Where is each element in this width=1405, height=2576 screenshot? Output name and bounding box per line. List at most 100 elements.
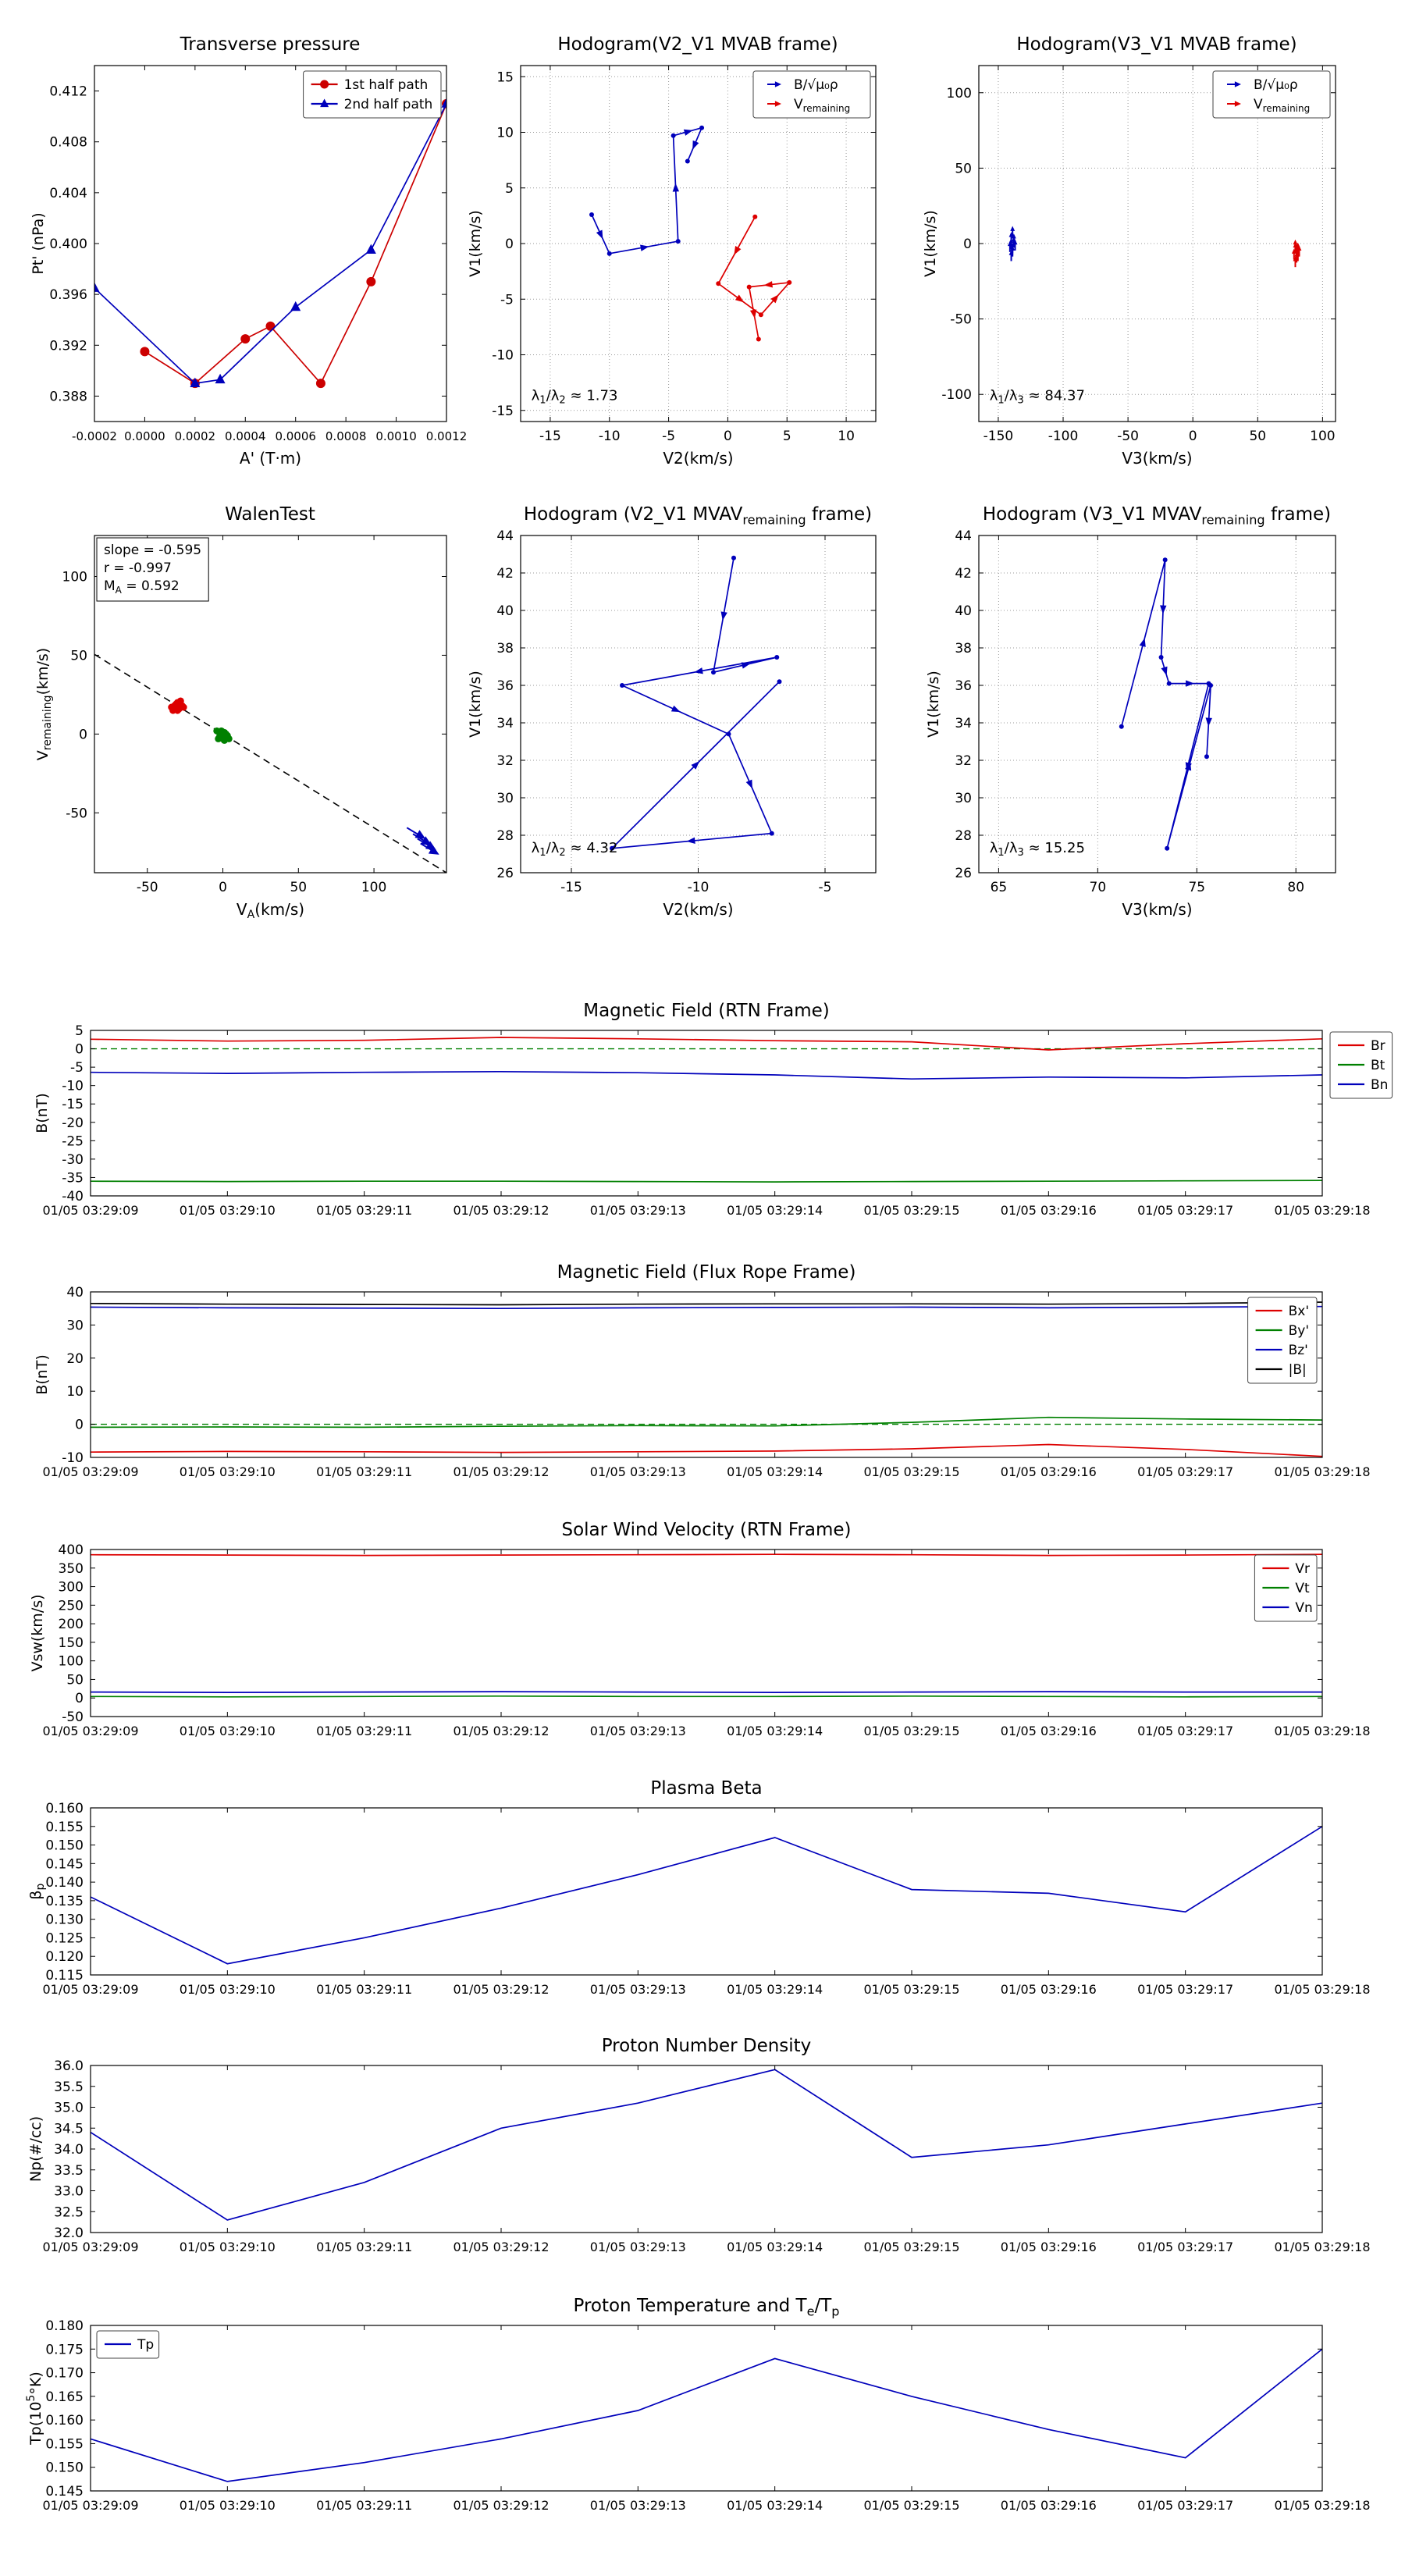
svg-text:50: 50 [66, 1672, 84, 1688]
svg-text:01/05 03:29:13: 01/05 03:29:13 [590, 1982, 686, 1997]
svg-text:01/05 03:29:09: 01/05 03:29:09 [42, 1464, 138, 1479]
svg-text:01/05 03:29:16: 01/05 03:29:16 [1001, 1203, 1097, 1218]
svg-text:VA (km/s): VA (km/s) [237, 900, 304, 921]
svg-text:V3(km/s): V3(km/s) [1122, 900, 1192, 919]
svg-text:01/05 03:29:11: 01/05 03:29:11 [316, 2498, 412, 2513]
svg-text:100: 100 [361, 880, 386, 895]
svg-text:Bz': Bz' [1289, 1343, 1308, 1358]
svg-text:36: 36 [496, 678, 514, 694]
svg-text:30: 30 [955, 791, 972, 806]
svg-text:Tp: Tp [137, 2337, 154, 2353]
svg-text:30: 30 [66, 1318, 84, 1333]
svg-text:400: 400 [59, 1542, 84, 1558]
svg-text:-15: -15 [492, 404, 514, 419]
svg-text:Vr: Vr [1295, 1561, 1310, 1577]
svg-text:20: 20 [66, 1351, 84, 1367]
svg-text:01/05 03:29:18: 01/05 03:29:18 [1274, 1464, 1370, 1479]
svg-text:01/05 03:29:17: 01/05 03:29:17 [1137, 2240, 1233, 2254]
svg-text:-30: -30 [62, 1152, 84, 1168]
svg-text:01/05 03:29:09: 01/05 03:29:09 [42, 1203, 138, 1218]
svg-text:B(nT): B(nT) [34, 1354, 51, 1395]
svg-text:λ1 /λ3 ≈ 15.25: λ1 /λ3 ≈ 15.25 [990, 840, 1085, 859]
svg-text:01/05 03:29:13: 01/05 03:29:13 [590, 1203, 686, 1218]
svg-text:0.170: 0.170 [45, 2366, 84, 2382]
svg-text:32: 32 [955, 753, 972, 769]
svg-text:Vremaining: Vremaining [794, 97, 850, 114]
svg-text:01/05 03:29:15: 01/05 03:29:15 [863, 1724, 959, 1738]
svg-text:01/05 03:29:15: 01/05 03:29:15 [863, 1982, 959, 1997]
svg-text:01/05 03:29:10: 01/05 03:29:10 [180, 1464, 276, 1479]
svg-text:0.140: 0.140 [45, 1875, 84, 1891]
svg-text:0.404: 0.404 [49, 186, 87, 201]
svg-text:V1(km/s): V1(km/s) [467, 210, 484, 277]
svg-text:26: 26 [496, 866, 514, 881]
svg-text:-20: -20 [62, 1115, 84, 1131]
svg-text:01/05 03:29:14: 01/05 03:29:14 [727, 1464, 823, 1479]
svg-text:01/05 03:29:12: 01/05 03:29:12 [453, 1464, 549, 1479]
svg-text:38: 38 [955, 641, 972, 656]
svg-text:B/√μ₀ρ: B/√μ₀ρ [1254, 77, 1298, 93]
svg-text:34: 34 [955, 716, 972, 731]
svg-text:01/05 03:29:12: 01/05 03:29:12 [453, 1982, 549, 1997]
svg-text:Vremaining: Vremaining [1254, 97, 1310, 114]
svg-text:100: 100 [59, 1654, 84, 1670]
svg-text:B(nT): B(nT) [34, 1093, 51, 1133]
svg-text:34: 34 [496, 716, 514, 731]
svg-text:slope = -0.595: slope = -0.595 [104, 543, 201, 558]
svg-text:-15: -15 [560, 880, 582, 895]
svg-text:01/05 03:29:09: 01/05 03:29:09 [42, 1724, 138, 1738]
svg-text:-25: -25 [62, 1133, 84, 1149]
svg-text:Bx': Bx' [1289, 1304, 1309, 1319]
svg-text:300: 300 [59, 1580, 84, 1596]
svg-text:350: 350 [59, 1561, 84, 1577]
svg-text:01/05 03:29:17: 01/05 03:29:17 [1137, 1724, 1233, 1738]
svg-text:V1(km/s): V1(km/s) [922, 210, 939, 277]
panel-title-transverse-pressure: Transverse pressure [180, 34, 361, 55]
panel-title-solar-wind-velocity: Solar Wind Velocity (RTN Frame) [561, 1520, 852, 1540]
svg-text:42: 42 [496, 566, 514, 582]
svg-text:01/05 03:29:15: 01/05 03:29:15 [863, 2498, 959, 2513]
svg-text:-10: -10 [62, 1079, 84, 1094]
svg-text:01/05 03:29:18: 01/05 03:29:18 [1274, 1203, 1370, 1218]
svg-text:15: 15 [496, 69, 514, 85]
svg-text:By': By' [1289, 1323, 1309, 1339]
svg-text:01/05 03:29:12: 01/05 03:29:12 [453, 2240, 549, 2254]
svg-text:01/05 03:29:13: 01/05 03:29:13 [590, 1724, 686, 1738]
svg-text:V2(km/s): V2(km/s) [663, 900, 733, 919]
svg-text:5: 5 [75, 1023, 84, 1039]
svg-text:0.0002: 0.0002 [175, 429, 216, 443]
svg-text:0.408: 0.408 [49, 135, 87, 151]
svg-text:0: 0 [219, 880, 227, 895]
svg-text:0.388: 0.388 [49, 389, 87, 404]
svg-text:65: 65 [991, 880, 1008, 895]
svg-text:34.0: 34.0 [54, 2142, 84, 2158]
svg-text:0: 0 [75, 1042, 84, 1058]
svg-text:Vremaining (km/s): Vremaining (km/s) [34, 648, 54, 760]
svg-text:01/05 03:29:10: 01/05 03:29:10 [180, 1203, 276, 1218]
svg-text:01/05 03:29:17: 01/05 03:29:17 [1137, 1464, 1233, 1479]
svg-text:26: 26 [955, 866, 972, 881]
svg-text:01/05 03:29:16: 01/05 03:29:16 [1001, 1464, 1097, 1479]
svg-text:01/05 03:29:09: 01/05 03:29:09 [42, 2240, 138, 2254]
panel-title-walen-test: WalenTest [225, 504, 315, 525]
svg-text:01/05 03:29:11: 01/05 03:29:11 [316, 1203, 412, 1218]
svg-text:40: 40 [496, 603, 514, 619]
svg-text:01/05 03:29:17: 01/05 03:29:17 [1137, 2498, 1233, 2513]
svg-text:01/05 03:29:14: 01/05 03:29:14 [727, 1724, 823, 1738]
svg-text:100: 100 [1310, 429, 1335, 444]
svg-text:0: 0 [724, 429, 732, 444]
svg-text:V1(km/s): V1(km/s) [925, 671, 942, 738]
svg-text:30: 30 [496, 791, 514, 806]
panel-title-plasma-beta: Plasma Beta [650, 1778, 763, 1799]
svg-text:40: 40 [955, 603, 972, 619]
panel-title-hodogram-v2v1-mvab: Hodogram(V2_V1 MVAB frame) [557, 34, 838, 55]
panel-title-hodogram-v3v1-mvav: Hodogram (V3_V1 MVAVremaining frame) [982, 504, 1332, 528]
svg-text:-5: -5 [662, 429, 675, 444]
svg-text:-10: -10 [62, 1450, 84, 1466]
svg-text:36.0: 36.0 [54, 2058, 84, 2074]
svg-text:0.160: 0.160 [45, 2413, 84, 2428]
svg-text:01/05 03:29:17: 01/05 03:29:17 [1137, 1203, 1233, 1218]
svg-text:01/05 03:29:11: 01/05 03:29:11 [316, 2240, 412, 2254]
svg-text:0.150: 0.150 [45, 1838, 84, 1854]
svg-text:-40: -40 [62, 1189, 84, 1204]
